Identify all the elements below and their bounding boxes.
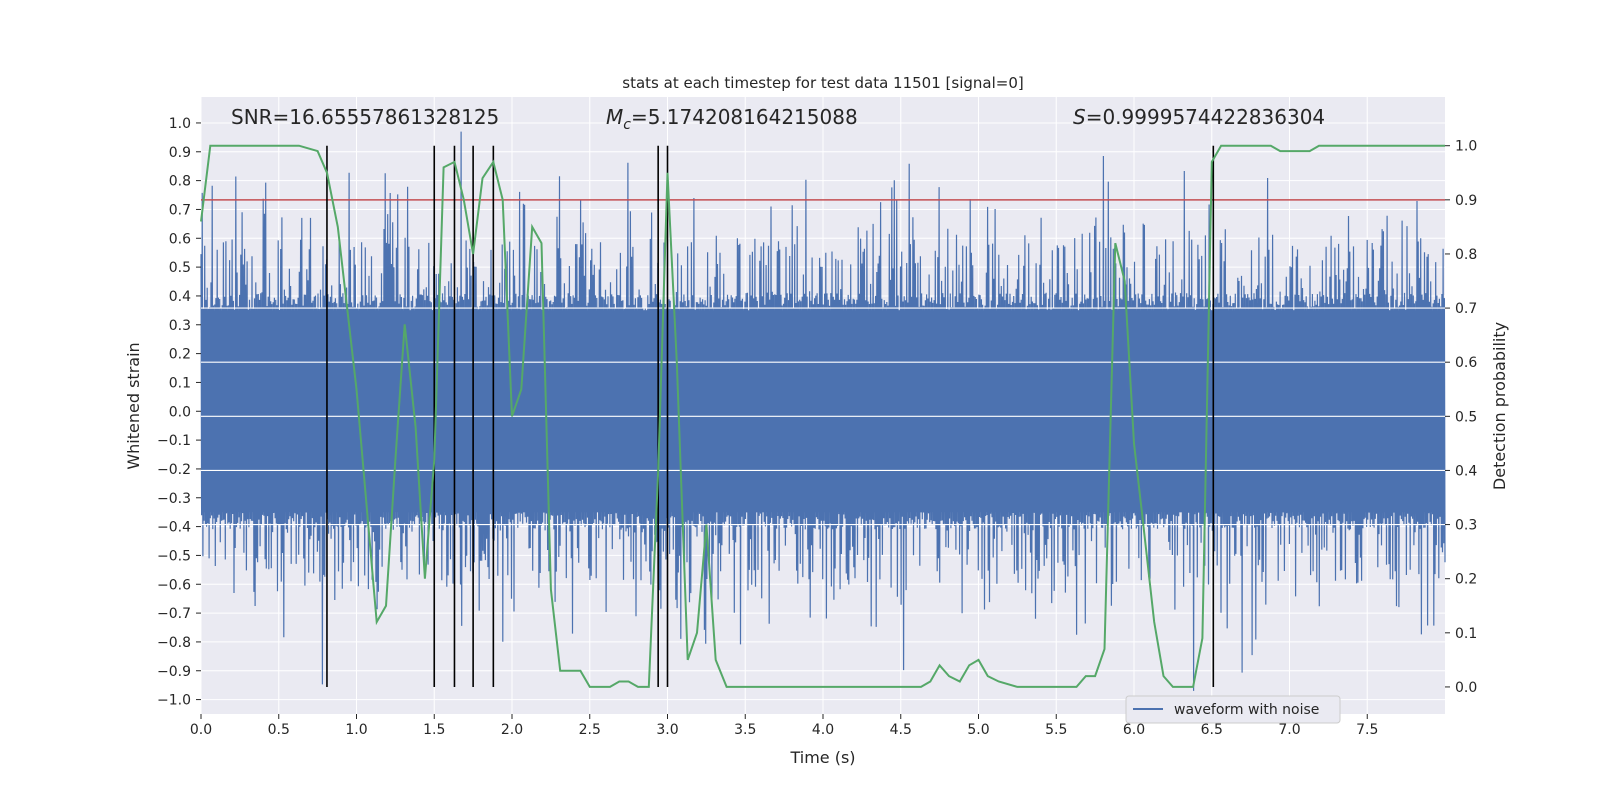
y2-tick-label: 0.8 (1455, 247, 1477, 263)
x-tick-label: 6.0 (1123, 722, 1145, 738)
y-tick-label: −0.9 (157, 664, 191, 680)
y-tick-label: 0.5 (169, 260, 191, 276)
detection-vlines (326, 145, 1215, 687)
x-tick-label: 0.5 (268, 722, 290, 738)
annotation-s: S=0.9999574422836304 (1073, 105, 1325, 129)
x-tick-label: 7.0 (1278, 722, 1300, 738)
y-tick-label: −0.6 (157, 577, 191, 593)
legend-frame (1125, 695, 1341, 724)
x-axis-label: Time (s) (789, 748, 855, 767)
y-tick-label: 0.8 (169, 174, 191, 190)
annotation-s-symbol: S (1073, 105, 1086, 129)
annotation-snr: SNR=16.65557861328125 (231, 105, 499, 129)
y-tick-label: −0.5 (157, 548, 191, 564)
y-tick-label: −0.3 (157, 491, 191, 507)
y-tick-label: −0.1 (157, 433, 191, 449)
legend-label: waveform with noise (1174, 702, 1319, 718)
y-tick-label: 0.0 (169, 404, 191, 420)
y-tick-label: 0.7 (169, 202, 191, 218)
annotation-mc-value: =5.174208164215088 (631, 105, 858, 129)
annotation-mc-symbol: M (606, 105, 623, 129)
x-tick-label: 4.0 (812, 722, 834, 738)
x-tick-label: 1.5 (423, 722, 445, 738)
x-axis-ticks: 0.0 0.5 1.0 1.5 2.0 2.5 3.0 3.5 4.0 4.5 5.0 5.5 6.0 6… (190, 714, 1378, 738)
y2-tick-label: 0.5 (1455, 409, 1477, 425)
y2-axis-label: Detection probability (1490, 322, 1509, 490)
y-tick-label: 0.2 (169, 347, 191, 363)
y-tick-label: 0.4 (169, 289, 191, 305)
y-tick-label: 0.1 (169, 375, 191, 391)
y-axis-label: Whitened strain (124, 342, 143, 469)
y2-tick-label: 0.1 (1455, 626, 1477, 642)
x-tick-label: 2.0 (501, 722, 523, 738)
probability-line (200, 144, 1445, 688)
y2-tick-label: 0.2 (1455, 572, 1477, 588)
x-tick-label: 4.5 (890, 722, 912, 738)
waveform-core-band (201, 307, 1445, 526)
legend: waveform with noise (1125, 695, 1341, 724)
y-tick-label: −0.7 (157, 606, 191, 622)
y-axis-ticks: 1.0 0.9 0.8 0.7 0.6 0.5 0.4 0.3 0.2 0.1 0.0 −0.1 −0.… (157, 116, 201, 709)
y-tick-label: −0.2 (157, 462, 191, 478)
y2-tick-label: 0.6 (1455, 355, 1477, 371)
y2-tick-label: 0.4 (1455, 463, 1477, 479)
annotation-mc: Mc=5.174208164215088 (606, 105, 858, 133)
waveform-core-fill (201, 310, 1445, 513)
y-tick-label: −0.8 (157, 635, 191, 651)
y2-tick-label: 0.7 (1455, 301, 1477, 317)
y2-tick-label: 0.0 (1455, 680, 1477, 696)
annotation-s-value: =0.9999574422836304 (1086, 105, 1325, 129)
y2-tick-label: 1.0 (1455, 139, 1477, 155)
x-tick-label: 3.0 (656, 722, 678, 738)
y2-axis-ticks: 1.0 0.9 0.8 0.7 0.6 0.5 0.4 0.3 0.2 0.1 0.0 (1445, 139, 1477, 696)
y-tick-label: 0.9 (169, 145, 191, 161)
annotation-mc-subscript: c (623, 117, 631, 133)
x-tick-label: 0.0 (190, 722, 212, 738)
y-tick-label: 1.0 (169, 116, 191, 132)
y2-tick-label: 0.3 (1455, 518, 1477, 534)
x-tick-label: 5.0 (967, 722, 989, 738)
y-tick-label: −1.0 (157, 693, 191, 709)
y-tick-label: 0.6 (169, 231, 191, 247)
probability-series (200, 144, 1445, 688)
x-tick-label: 6.5 (1201, 722, 1223, 738)
x-tick-label: 7.5 (1356, 722, 1378, 738)
y2-tick-label: 0.9 (1455, 193, 1477, 209)
chart-title: stats at each timestep for test data 115… (622, 74, 1023, 92)
x-tick-label: 5.5 (1045, 722, 1067, 738)
y-tick-label: −0.4 (157, 520, 191, 536)
x-tick-label: 1.0 (345, 722, 367, 738)
x-tick-label: 3.5 (734, 722, 756, 738)
x-tick-label: 2.5 (579, 722, 601, 738)
y-tick-label: 0.3 (169, 318, 191, 334)
